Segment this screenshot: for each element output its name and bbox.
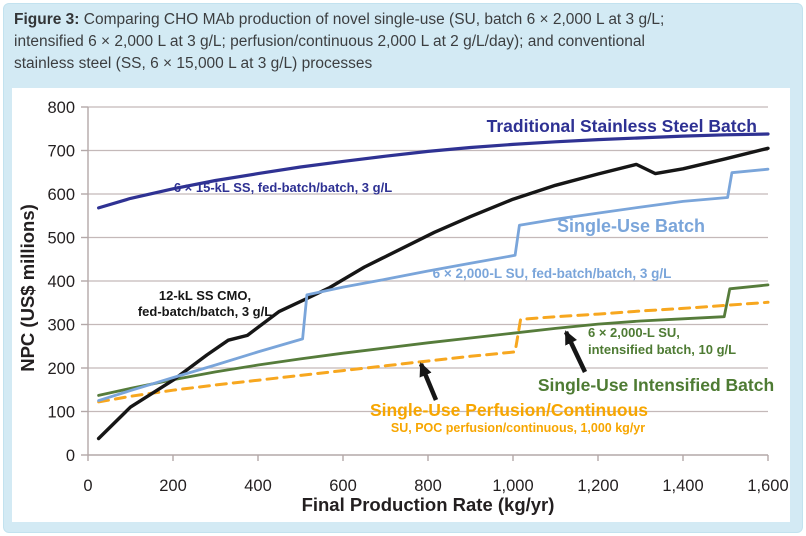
label-su-batch-main: Single-Use Batch bbox=[557, 216, 705, 236]
arrow-to-perfusion-line bbox=[418, 362, 439, 401]
y-tick-label: 0 bbox=[66, 447, 75, 465]
x-tick-label: 800 bbox=[414, 477, 442, 495]
y-tick-label: 300 bbox=[47, 317, 75, 335]
x-tick-label: 1,400 bbox=[662, 477, 703, 495]
label-su-intensified-sub: 6 × 2,000-L SU, intensified batch, 10 g/L bbox=[588, 325, 736, 357]
y-tick-label: 500 bbox=[47, 230, 75, 248]
series-line-ss-cmo bbox=[96, 146, 770, 441]
figure-caption-label: Figure 3: bbox=[14, 11, 80, 28]
label-ss-batch-sub-line-0: 6 × 15-kL SS, fed-batch/batch, 3 g/L bbox=[174, 180, 392, 195]
label-su-perfusion-main-line-0: Single-Use Perfusion/Continuous bbox=[370, 400, 648, 420]
label-su-perfusion-sub: SU, POC perfusion/continuous, 1,000 kg/y… bbox=[391, 421, 645, 435]
series-line-su-perfusion bbox=[97, 300, 770, 404]
x-tick-label: 200 bbox=[159, 477, 187, 495]
label-ss-cmo-line-1: fed-batch/batch, 3 g/L bbox=[138, 304, 272, 319]
label-su-batch-sub: 6 × 2,000-L SU, fed-batch/batch, 3 g/L bbox=[433, 266, 672, 281]
chart-panel: 0 100 200 300 400 500 600 700 800 0 200 400 600 800 1,… bbox=[12, 88, 790, 522]
label-su-intensified-main-line-0: Single-Use Intensified Batch bbox=[538, 375, 774, 395]
y-tick-label: 400 bbox=[47, 273, 75, 291]
x-tick-label: 0 bbox=[83, 477, 92, 495]
figure-caption-text: Comparing CHO MAb production of novel si… bbox=[14, 11, 665, 72]
axes bbox=[81, 106, 769, 461]
figure-caption: Figure 3: Comparing CHO MAb production o… bbox=[14, 9, 792, 75]
series-line-ss-batch bbox=[96, 132, 770, 210]
npc-vs-production-rate-chart: 0 100 200 300 400 500 600 700 800 0 200 400 600 800 1,… bbox=[17, 99, 789, 515]
tick-labels: 0 100 200 300 400 500 600 700 800 0 200 400 600 800 1,… bbox=[47, 99, 788, 495]
y-axis-title: NPC (US$ millions) bbox=[17, 204, 38, 372]
x-axis-title: Final Production Rate (kg/yr) bbox=[302, 494, 555, 515]
label-su-perfusion-sub-line-0: SU, POC perfusion/continuous, 1,000 kg/y… bbox=[391, 421, 645, 435]
label-ss-batch-sub: 6 × 15-kL SS, fed-batch/batch, 3 g/L bbox=[174, 180, 392, 195]
label-su-batch-main-line-0: Single-Use Batch bbox=[557, 216, 705, 236]
y-tick-label: 600 bbox=[47, 186, 75, 204]
y-tick-label: 800 bbox=[47, 99, 75, 117]
label-ss-batch-main-line-0: Traditional Stainless Steel Batch bbox=[487, 116, 757, 136]
series-lines bbox=[96, 132, 770, 441]
label-ss-cmo-line-0: 12-kL SS CMO, bbox=[159, 288, 251, 303]
x-tick-label: 600 bbox=[329, 477, 357, 495]
x-tick-label: 1,600 bbox=[747, 477, 788, 495]
label-su-intensified-main: Single-Use Intensified Batch bbox=[538, 375, 774, 395]
x-tick-label: 1,200 bbox=[577, 477, 618, 495]
y-tick-label: 700 bbox=[47, 143, 75, 161]
arrow-to-intensified-line bbox=[563, 330, 588, 373]
y-tick-label: 100 bbox=[47, 404, 75, 422]
x-tick-label: 400 bbox=[244, 477, 272, 495]
label-ss-cmo: 12-kL SS CMO,fed-batch/batch, 3 g/L bbox=[138, 288, 272, 319]
label-su-intensified-sub-line-0: 6 × 2,000-L SU, bbox=[588, 325, 680, 340]
label-su-batch-sub-line-0: 6 × 2,000-L SU, fed-batch/batch, 3 g/L bbox=[433, 266, 672, 281]
label-su-intensified-sub-line-1: intensified batch, 10 g/L bbox=[588, 342, 736, 357]
series-line-su-intensified bbox=[97, 283, 770, 397]
label-ss-batch-main: Traditional Stainless Steel Batch bbox=[487, 116, 757, 136]
x-tick-label: 1,000 bbox=[492, 477, 533, 495]
y-tick-label: 200 bbox=[47, 360, 75, 378]
series-line-su-batch bbox=[97, 167, 770, 403]
label-su-perfusion-main: Single-Use Perfusion/Continuous bbox=[370, 400, 648, 420]
